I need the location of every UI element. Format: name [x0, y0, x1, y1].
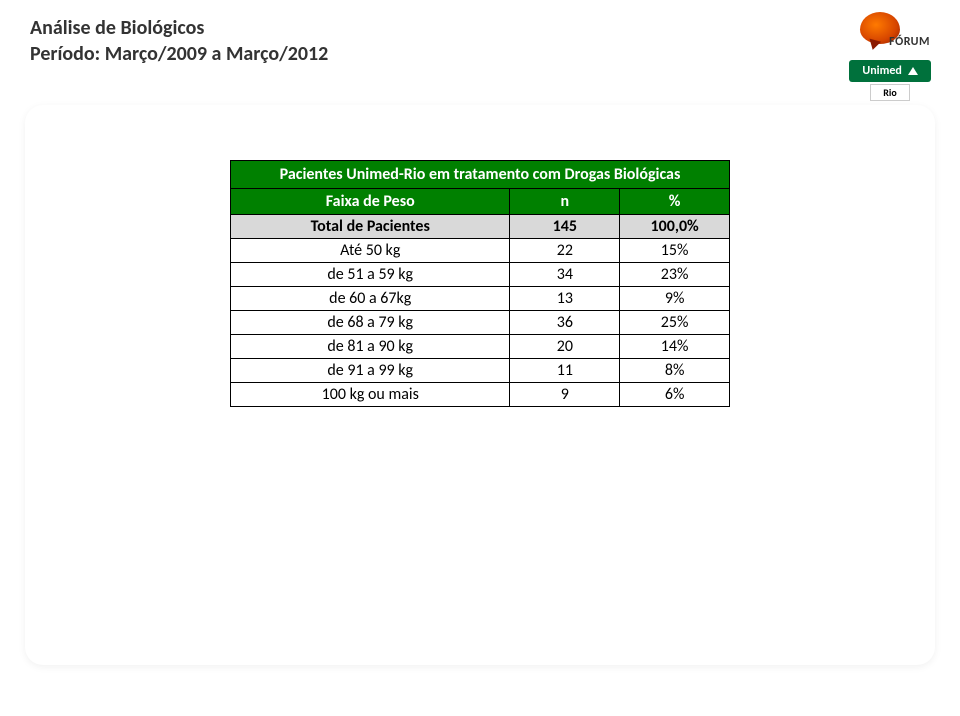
unimed-label: Unimed — [862, 64, 901, 78]
row-n: 22 — [510, 239, 620, 263]
total-pct: 100,0% — [620, 215, 730, 239]
page-header: Análise de Biológicos Período: Março/200… — [30, 15, 328, 67]
row-pct: 6% — [620, 383, 730, 407]
table-row: de 51 a 59 kg 34 23% — [231, 263, 730, 287]
row-pct: 8% — [620, 359, 730, 383]
row-label: de 60 a 67kg — [231, 287, 510, 311]
table-row: Até 50 kg 22 15% — [231, 239, 730, 263]
unimed-logo: Unimed — [849, 60, 931, 82]
table-title-row: Pacientes Unimed-Rio em tratamento com D… — [231, 161, 730, 189]
row-label: de 81 a 90 kg — [231, 335, 510, 359]
pine-tree-icon — [908, 67, 918, 75]
table-title: Pacientes Unimed-Rio em tratamento com D… — [231, 161, 730, 189]
forum-label: FÓRUM — [889, 35, 930, 49]
row-n: 36 — [510, 311, 620, 335]
table-row: de 81 a 90 kg 20 14% — [231, 335, 730, 359]
row-pct: 25% — [620, 311, 730, 335]
row-n: 13 — [510, 287, 620, 311]
row-label: de 91 a 99 kg — [231, 359, 510, 383]
row-pct: 14% — [620, 335, 730, 359]
table-header-row: Faixa de Peso n % — [231, 189, 730, 215]
row-label: de 51 a 59 kg — [231, 263, 510, 287]
row-label: 100 kg ou mais — [231, 383, 510, 407]
row-n: 11 — [510, 359, 620, 383]
row-n: 34 — [510, 263, 620, 287]
table-row: de 60 a 67kg 13 9% — [231, 287, 730, 311]
row-label: de 68 a 79 kg — [231, 311, 510, 335]
forum-logo: FÓRUM — [850, 10, 930, 55]
total-label: Total de Pacientes — [231, 215, 510, 239]
row-n: 9 — [510, 383, 620, 407]
row-n: 20 — [510, 335, 620, 359]
table-row: 100 kg ou mais 9 6% — [231, 383, 730, 407]
row-label: Até 50 kg — [231, 239, 510, 263]
col-header-n: n — [510, 189, 620, 215]
col-header-pct: % — [620, 189, 730, 215]
table-total-row: Total de Pacientes 145 100,0% — [231, 215, 730, 239]
unimed-rio-label: Rio — [870, 84, 910, 101]
row-pct: 9% — [620, 287, 730, 311]
table-container: Pacientes Unimed-Rio em tratamento com D… — [230, 160, 730, 407]
table-row: de 68 a 79 kg 36 25% — [231, 311, 730, 335]
col-header-faixa: Faixa de Peso — [231, 189, 510, 215]
header-line-1: Análise de Biológicos — [30, 15, 328, 41]
table-body: Total de Pacientes 145 100,0% Até 50 kg … — [231, 215, 730, 407]
total-n: 145 — [510, 215, 620, 239]
table-row: de 91 a 99 kg 11 8% — [231, 359, 730, 383]
content-panel: Pacientes Unimed-Rio em tratamento com D… — [25, 105, 935, 665]
logo-container: FÓRUM Unimed Rio — [845, 10, 935, 101]
patients-table: Pacientes Unimed-Rio em tratamento com D… — [230, 160, 730, 407]
row-pct: 23% — [620, 263, 730, 287]
header-line-2: Período: Março/2009 a Março/2012 — [30, 41, 328, 67]
row-pct: 15% — [620, 239, 730, 263]
